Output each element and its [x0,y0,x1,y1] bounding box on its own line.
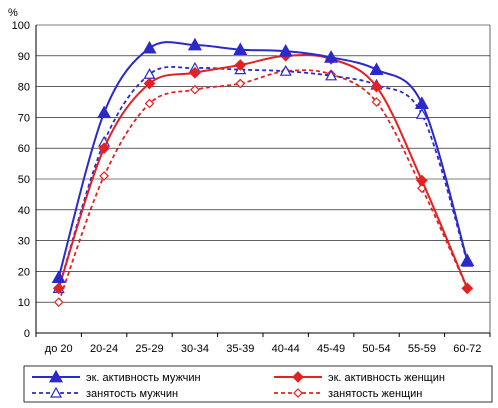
y-tick-label: 90 [18,51,30,63]
x-tick-label: 50-54 [362,343,390,355]
series-1-point [97,105,112,119]
legend-item: эк. активность женщин [274,371,445,384]
legend-item: занятость женщин [274,388,422,400]
series-4-point [235,78,246,89]
series-1-point [369,62,384,76]
x-tick-label: до 20 [45,343,73,355]
series-1 [51,37,475,283]
x-tick-label: 55-59 [408,343,436,355]
series-1-point [414,96,429,109]
series-2-point [98,142,110,155]
y-axis-unit-label: % [8,7,18,19]
legend-item: эк. активность мужчин [32,369,201,384]
series-3-point [143,68,156,79]
series-1-point [460,253,475,267]
series-1-point [278,43,293,57]
y-tick-label: 100 [12,20,30,32]
series-1-point [233,42,248,56]
series-2-point [52,282,65,295]
x-tick-label: 40-44 [272,343,300,355]
series-4-point [371,97,382,107]
x-tick-label: 20-24 [90,343,118,355]
series-4 [53,66,473,308]
series-3-line [57,65,469,289]
y-tick-label: 20 [18,266,30,278]
y-tick-label: 70 [18,112,30,124]
legend-item: занятость мужчин [32,386,178,400]
grid [36,24,491,333]
series-group [51,37,475,308]
series-3-point [415,108,428,119]
series-2-point [461,282,474,295]
x-tick-label: 45-49 [317,343,345,355]
legend-swatch-marker [293,388,303,398]
y-tick-label: 0 [24,328,30,340]
series-3 [52,61,474,293]
series-1-point [187,37,202,51]
x-tick-label: 25-29 [135,343,163,355]
legend-swatch-marker [48,369,64,383]
series-2-point [189,66,201,79]
legend-label: эк. активность мужчин [86,372,201,384]
series-2-point [370,80,383,93]
series-2-line [57,53,469,289]
series-4-point [53,297,64,308]
legend-label: занятость мужчин [86,388,178,400]
x-tick-label: 30-34 [181,343,209,355]
y-tick-label: 10 [18,297,30,309]
series-4-point [144,98,155,109]
y-tick-label: 50 [18,174,30,186]
y-axis: 0 10 20 30 40 50 60 70 80 90 100 [12,20,37,340]
series-4-point [190,84,200,95]
series-1-point [324,50,339,63]
y-tick-label: 40 [18,205,30,217]
y-tick-label: 80 [18,82,30,94]
legend-swatch-marker [292,371,304,383]
x-tick-label: 35-39 [226,343,254,355]
x-axis: до 20 20-24 25-29 30-34 35-39 40-44 45-49 50-54… [35,332,491,355]
legend-swatch-marker [49,386,63,398]
series-2-point [143,77,156,90]
series-2 [52,49,474,295]
series-1-point [142,40,157,54]
y-tick-label: 30 [18,236,30,248]
legend-label: занятость женщин [328,388,422,400]
y-tick-label: 60 [18,143,30,155]
series-2-point [234,59,247,71]
series-4-line [57,69,469,303]
series-4-point [99,171,109,181]
series-2-point [416,174,428,187]
x-tick-label: 60-72 [453,343,481,355]
series-3-point [279,64,292,76]
series-3-point [325,69,338,81]
legend-label: эк. активность женщин [328,372,445,384]
legend-box [23,365,493,403]
series-1-point [51,270,66,283]
legend: эк. активность мужчин эк. активность женщ… [23,365,493,403]
